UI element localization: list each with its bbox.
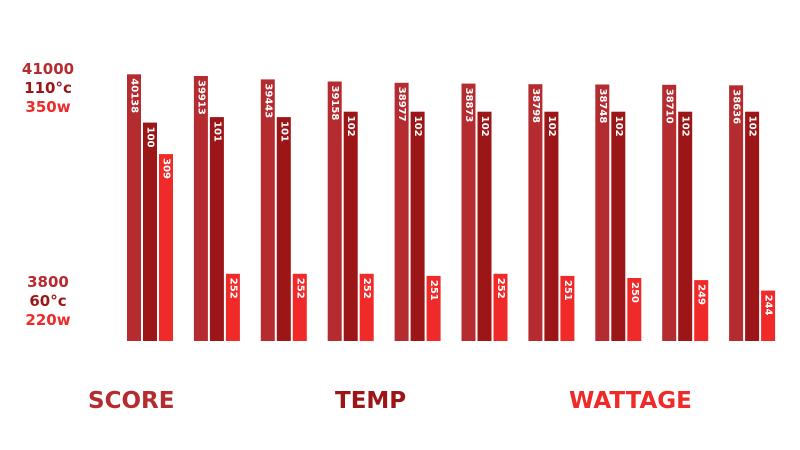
bar-score-7 <box>528 84 543 341</box>
data-label-wattage-8: 250 <box>629 282 640 303</box>
data-label-score-9: 38710 <box>664 89 675 124</box>
bar-temp-2 <box>209 117 224 341</box>
legend-wattage: WATTAGE <box>569 388 692 414</box>
bar-score-2 <box>193 76 208 341</box>
axis-min-temp: 60°c <box>29 292 67 310</box>
data-label-score-7: 38798 <box>530 88 541 123</box>
data-label-temp-7: 102 <box>546 116 557 137</box>
bar-score-10 <box>729 85 744 341</box>
bar-temp-3 <box>276 117 291 341</box>
data-label-temp-5: 102 <box>412 116 423 137</box>
data-label-score-5: 38977 <box>396 87 407 122</box>
axis-min-wattage: 220w <box>25 311 71 329</box>
data-label-wattage-9: 249 <box>696 284 707 305</box>
data-label-temp-8: 102 <box>613 116 624 137</box>
bar-score-5 <box>394 82 409 342</box>
data-label-wattage-10: 244 <box>763 295 774 316</box>
legend-score: SCORE <box>88 388 175 414</box>
bar-temp-7 <box>544 111 559 341</box>
bar-score-9 <box>662 84 677 342</box>
data-label-wattage-6: 252 <box>495 278 506 299</box>
data-label-temp-1: 100 <box>145 127 156 148</box>
bar-score-6 <box>461 83 476 341</box>
data-label-score-4: 39158 <box>329 86 340 121</box>
data-label-wattage-7: 251 <box>562 280 573 301</box>
bar-wattage-5 <box>426 275 441 341</box>
bar-score-8 <box>595 84 610 341</box>
bar-wattage-9 <box>694 280 709 341</box>
data-label-wattage-1: 309 <box>161 158 172 179</box>
bar-score-3 <box>260 79 275 342</box>
bar-wattage-3 <box>292 273 307 341</box>
bar-wattage-8 <box>627 278 642 341</box>
bar-temp-1 <box>143 122 157 341</box>
data-label-score-2: 39913 <box>195 80 206 115</box>
bar-score-1 <box>127 74 141 342</box>
bar-temp-8 <box>611 111 626 341</box>
axis-max-score: 41000 <box>21 60 75 78</box>
bar-temp-9 <box>678 111 693 341</box>
axis-min-labels: 3800 60°c 220w <box>3 273 93 330</box>
data-label-wattage-2: 252 <box>227 278 238 299</box>
data-label-temp-9: 102 <box>680 116 691 137</box>
data-label-temp-2: 101 <box>211 121 222 142</box>
bar-wattage-1 <box>159 154 173 341</box>
data-label-wattage-5: 251 <box>428 280 439 301</box>
data-label-temp-10: 102 <box>747 116 758 137</box>
bar-temp-5 <box>410 111 425 341</box>
data-label-temp-6: 102 <box>479 116 490 137</box>
data-label-score-1: 40138 <box>129 78 140 113</box>
bar-temp-10 <box>745 111 760 341</box>
bar-wattage-2 <box>225 273 240 341</box>
bar-wattage-10 <box>761 290 776 341</box>
axis-max-labels: 41000 110°c 350w <box>3 60 93 117</box>
bar-score-4 <box>327 81 342 341</box>
bar-temp-4 <box>343 111 358 341</box>
axis-min-score: 3800 <box>27 273 69 291</box>
data-label-temp-3: 101 <box>278 121 289 142</box>
bar-temp-6 <box>477 111 492 341</box>
data-label-score-8: 38748 <box>597 89 608 124</box>
bar-wattage-4 <box>359 273 374 341</box>
data-label-score-3: 39443 <box>262 83 273 118</box>
legend-temp: TEMP <box>335 388 407 414</box>
axis-max-wattage: 350w <box>25 98 71 116</box>
data-label-score-10: 38636 <box>731 89 742 124</box>
data-label-wattage-3: 252 <box>294 278 305 299</box>
data-label-temp-4: 102 <box>345 116 356 137</box>
bar-wattage-6 <box>493 273 508 341</box>
bar-wattage-7 <box>560 275 575 341</box>
data-label-wattage-4: 252 <box>361 278 372 299</box>
data-label-score-6: 38873 <box>463 88 474 123</box>
axis-max-temp: 110°c <box>24 79 72 97</box>
